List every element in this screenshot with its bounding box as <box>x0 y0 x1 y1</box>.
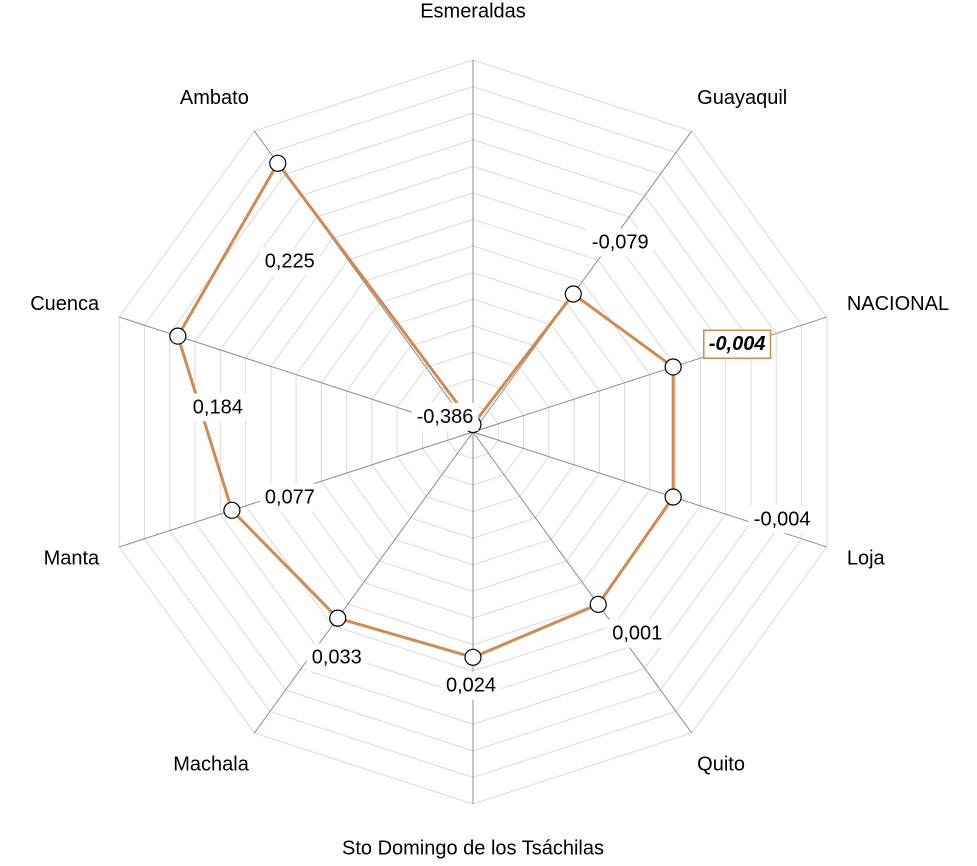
axis-spoke <box>472 431 693 734</box>
axis-label: Esmeraldas <box>420 0 526 22</box>
data-point <box>169 327 187 345</box>
data-label: 0,024 <box>446 675 496 697</box>
axis-label: Quito <box>697 754 745 776</box>
data-label: -0,386 <box>417 406 474 428</box>
data-label-bg <box>259 483 320 512</box>
data-label: 0,225 <box>265 251 315 273</box>
axis-label: NACIONAL <box>847 293 949 315</box>
data-label: 0,033 <box>312 646 362 668</box>
axis-spoke <box>472 130 693 433</box>
data-label: 0,077 <box>265 487 315 509</box>
axis-label: Guayaquil <box>697 87 787 109</box>
data-label-bg <box>306 643 367 672</box>
data-label-bg <box>607 619 668 648</box>
data-label-bg <box>586 228 654 257</box>
axis-label: Loja <box>847 548 886 570</box>
data-label: -0,004 <box>709 333 766 355</box>
data-label-bg <box>411 402 479 431</box>
data-label-bg <box>703 329 772 359</box>
data-label-bg <box>187 393 248 422</box>
data-label-bg <box>440 671 502 700</box>
axis-spoke <box>253 431 474 734</box>
data-label: 0,001 <box>612 623 662 645</box>
data-point <box>329 609 347 627</box>
axis-label: Cuenca <box>30 293 100 315</box>
data-point <box>223 501 241 519</box>
data-point <box>664 488 682 506</box>
axis-label: Sto Domingo de los Tsáchilas <box>342 837 604 859</box>
data-point <box>564 285 582 303</box>
data-point <box>664 358 682 376</box>
data-point <box>589 595 607 614</box>
data-label: 0,184 <box>193 396 243 418</box>
data-label-bg <box>748 505 816 534</box>
data-label: -0,079 <box>592 231 649 253</box>
axis-label: Machala <box>173 754 249 776</box>
data-label: -0,004 <box>754 508 811 530</box>
data-label-bg <box>259 247 320 276</box>
axis-label: Ambato <box>180 87 249 109</box>
data-point <box>464 648 482 666</box>
axis-label: Manta <box>44 548 100 570</box>
data-point <box>269 154 287 172</box>
